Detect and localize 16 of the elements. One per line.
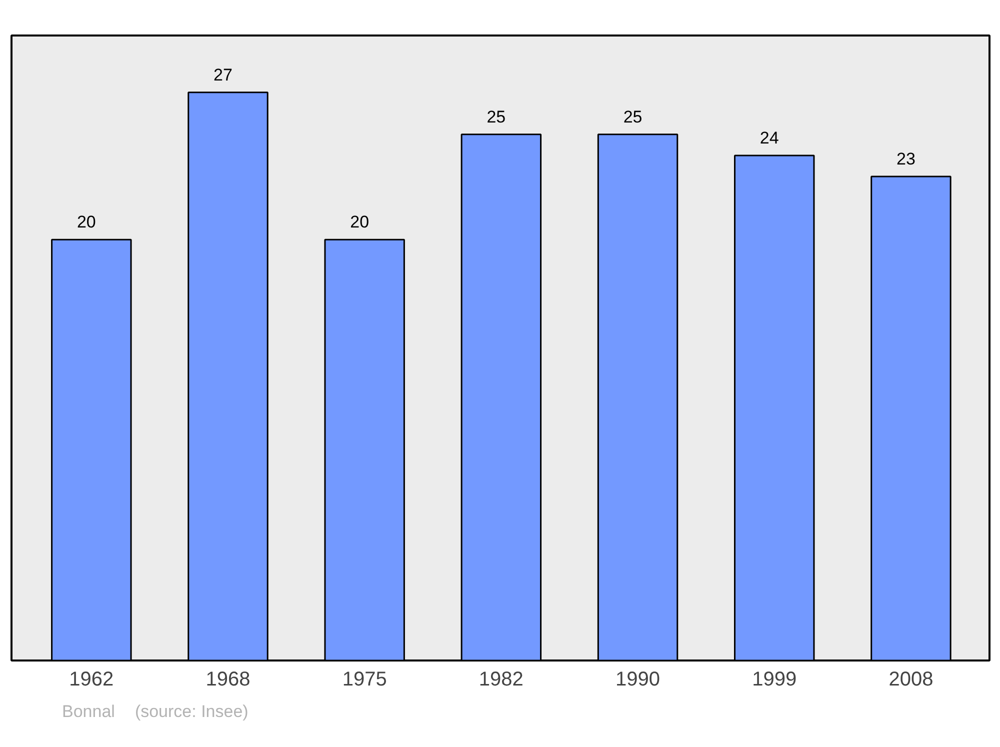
data-label: 25 [486,107,506,126]
x-tick-label: 2008 [888,668,934,690]
x-tick-label: 1999 [752,668,797,690]
text: (source: Insee) [134,701,248,723]
x-tick-label: 1990 [616,668,660,690]
data-label: 20 [350,212,370,232]
data-label: 24 [760,128,779,148]
data-label: 25 [623,107,642,126]
x-tick-label: 1982 [478,668,524,690]
data-label: 20 [76,212,96,232]
data-label: 27 [214,65,232,84]
x-tick-label: 1968 [206,668,250,690]
data-label: 23 [896,149,916,168]
x-tick-label: 1975 [342,668,387,690]
x-tick-label: 1962 [69,668,114,690]
text: Bonnal [62,701,115,723]
